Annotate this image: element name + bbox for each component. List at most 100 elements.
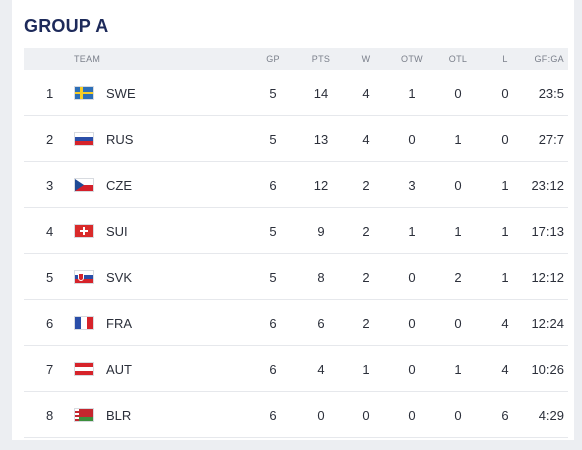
team-code[interactable]: SVK bbox=[106, 270, 133, 285]
rank: 6 bbox=[46, 316, 54, 331]
otw-value: 0 bbox=[408, 362, 416, 377]
russia-flag-icon bbox=[74, 132, 94, 146]
table-row[interactable]: 3 CZE 6 12 2 3 0 1 23:12 bbox=[24, 162, 568, 208]
gfga-value: 12:24 bbox=[531, 316, 564, 331]
pts-value: 8 bbox=[317, 270, 325, 285]
team-code[interactable]: FRA bbox=[106, 316, 132, 331]
slovakia-flag-icon bbox=[74, 270, 94, 284]
w-value: 0 bbox=[362, 408, 370, 423]
l-value: 1 bbox=[501, 224, 509, 239]
otw-value: 1 bbox=[408, 224, 416, 239]
gp-value: 6 bbox=[269, 362, 277, 377]
otl-value: 1 bbox=[454, 362, 462, 377]
gfga-value: 12:12 bbox=[531, 270, 564, 285]
team-code[interactable]: CZE bbox=[106, 178, 132, 193]
belarus-flag-icon bbox=[74, 408, 94, 422]
l-value: 6 bbox=[501, 408, 509, 423]
l-value: 1 bbox=[501, 270, 509, 285]
rank: 5 bbox=[46, 270, 54, 285]
gp-value: 5 bbox=[269, 86, 277, 101]
otw-value: 0 bbox=[408, 408, 416, 423]
france-flag-icon bbox=[74, 316, 94, 330]
table-header: TEAM GP PTS W OTW OTL L GF:GA bbox=[24, 48, 568, 70]
otw-value: 0 bbox=[408, 270, 416, 285]
otl-value: 0 bbox=[454, 178, 462, 193]
gfga-value: 23:5 bbox=[538, 86, 564, 101]
otl-value: 0 bbox=[454, 408, 462, 423]
pts-value: 9 bbox=[317, 224, 325, 239]
w-value: 4 bbox=[362, 132, 370, 147]
l-value: 0 bbox=[501, 132, 509, 147]
l-value: 4 bbox=[501, 316, 509, 331]
team-code[interactable]: SUI bbox=[106, 224, 128, 239]
rank: 7 bbox=[46, 362, 54, 377]
gfga-value: 10:26 bbox=[531, 362, 564, 377]
col-pts: PTS bbox=[311, 54, 331, 64]
team-code[interactable]: RUS bbox=[106, 132, 134, 147]
otl-value: 1 bbox=[454, 132, 462, 147]
gp-value: 6 bbox=[269, 408, 277, 423]
l-value: 0 bbox=[501, 86, 509, 101]
col-team: TEAM bbox=[74, 54, 101, 64]
col-otw: OTW bbox=[401, 54, 423, 64]
table-row[interactable]: 8 BLR 6 0 0 0 0 6 4:29 bbox=[24, 392, 568, 438]
sweden-flag-icon bbox=[74, 86, 94, 100]
pts-value: 12 bbox=[313, 178, 329, 193]
l-value: 4 bbox=[501, 362, 509, 377]
table-row[interactable]: 5 SVK 5 8 2 0 2 1 12:12 bbox=[24, 254, 568, 300]
rank: 8 bbox=[46, 408, 54, 423]
gp-value: 6 bbox=[269, 316, 277, 331]
otl-value: 1 bbox=[454, 224, 462, 239]
w-value: 2 bbox=[362, 224, 370, 239]
group-title: GROUP A bbox=[24, 16, 109, 36]
pts-value: 0 bbox=[317, 408, 325, 423]
switzerland-flag-icon bbox=[74, 224, 94, 238]
w-value: 2 bbox=[362, 316, 370, 331]
rank: 4 bbox=[46, 224, 54, 239]
w-value: 1 bbox=[362, 362, 370, 377]
col-gp: GP bbox=[266, 54, 280, 64]
pts-value: 13 bbox=[313, 132, 329, 147]
gp-value: 5 bbox=[269, 224, 277, 239]
otl-value: 0 bbox=[454, 86, 462, 101]
w-value: 2 bbox=[362, 178, 370, 193]
col-gfga: GF:GA bbox=[534, 54, 564, 64]
gfga-value: 17:13 bbox=[531, 224, 564, 239]
table-row[interactable]: 6 FRA 6 6 2 0 0 4 12:24 bbox=[24, 300, 568, 346]
czech-flag-icon bbox=[74, 178, 94, 192]
pts-value: 14 bbox=[313, 86, 329, 101]
gp-value: 5 bbox=[269, 132, 277, 147]
w-value: 4 bbox=[362, 86, 370, 101]
gfga-value: 23:12 bbox=[531, 178, 564, 193]
otw-value: 3 bbox=[408, 178, 416, 193]
col-otl: OTL bbox=[448, 54, 468, 64]
otw-value: 1 bbox=[408, 86, 416, 101]
gp-value: 5 bbox=[269, 270, 277, 285]
austria-flag-icon bbox=[74, 362, 94, 376]
l-value: 1 bbox=[501, 178, 509, 193]
col-w: W bbox=[361, 54, 371, 64]
rank: 1 bbox=[46, 86, 54, 101]
table-row[interactable]: 1 SWE 5 14 4 1 0 0 23:5 bbox=[24, 70, 568, 116]
pts-value: 4 bbox=[317, 362, 325, 377]
team-code[interactable]: AUT bbox=[106, 362, 132, 377]
gp-value: 6 bbox=[269, 178, 277, 193]
otw-value: 0 bbox=[408, 316, 416, 331]
rank: 3 bbox=[46, 178, 54, 193]
team-code[interactable]: SWE bbox=[106, 86, 136, 101]
rank: 2 bbox=[46, 132, 54, 147]
pts-value: 6 bbox=[317, 316, 325, 331]
standings-table: 1 SWE 5 14 4 1 0 0 23:5 2 RUS 5 13 4 0 1… bbox=[24, 70, 568, 438]
standings-card: GROUP A TEAM GP PTS W OTW OTL L GF:GA 1 … bbox=[12, 0, 574, 440]
otw-value: 0 bbox=[408, 132, 416, 147]
otl-value: 2 bbox=[454, 270, 462, 285]
gfga-value: 4:29 bbox=[538, 408, 564, 423]
otl-value: 0 bbox=[454, 316, 462, 331]
col-l: L bbox=[502, 54, 508, 64]
team-code[interactable]: BLR bbox=[106, 408, 132, 423]
table-row[interactable]: 7 AUT 6 4 1 0 1 4 10:26 bbox=[24, 346, 568, 392]
w-value: 2 bbox=[362, 270, 370, 285]
table-row[interactable]: 4 SUI 5 9 2 1 1 1 17:13 bbox=[24, 208, 568, 254]
gfga-value: 27:7 bbox=[538, 132, 564, 147]
table-row[interactable]: 2 RUS 5 13 4 0 1 0 27:7 bbox=[24, 116, 568, 162]
